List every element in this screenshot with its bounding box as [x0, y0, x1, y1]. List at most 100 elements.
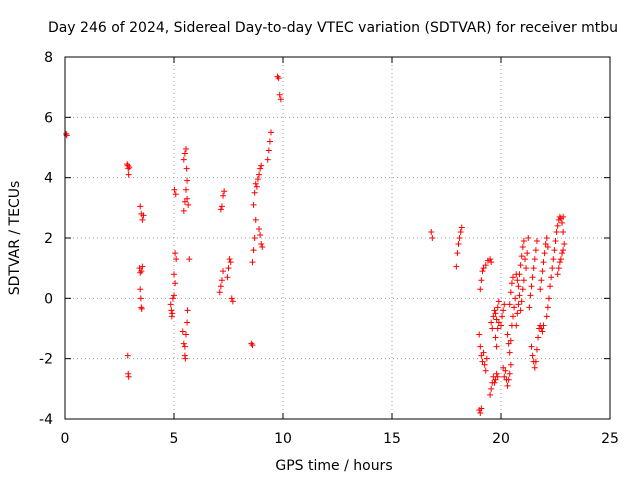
data-point: [493, 343, 500, 350]
data-point: [490, 313, 497, 320]
x-tick-label: 5: [170, 431, 179, 447]
data-point: [494, 304, 501, 311]
data-point: [476, 331, 483, 338]
y-tick-label: 0: [44, 291, 53, 307]
data-point: [530, 265, 537, 272]
data-point: [540, 322, 547, 329]
data-point: [264, 156, 271, 163]
data-point: [184, 177, 191, 184]
data-point: [181, 343, 188, 350]
data-point: [545, 295, 552, 302]
data-point: [508, 280, 515, 287]
data-point: [540, 259, 547, 266]
data-point: [504, 331, 511, 338]
data-point: [180, 207, 187, 214]
data-point: [499, 313, 506, 320]
data-point: [268, 129, 275, 136]
data-point: [493, 370, 500, 377]
data-point: [517, 307, 524, 314]
data-point: [182, 331, 189, 338]
x-tick-label: 0: [61, 431, 70, 447]
data-point: [217, 283, 224, 290]
data-point: [531, 256, 538, 263]
data-point: [184, 319, 191, 326]
data-point: [216, 289, 223, 296]
data-point: [557, 256, 564, 263]
data-point: [266, 138, 273, 145]
data-point: [539, 328, 546, 335]
data-point: [528, 283, 535, 290]
data-point: [248, 340, 255, 347]
data-point: [487, 391, 494, 398]
data-point: [532, 247, 539, 254]
data-point: [541, 250, 548, 257]
data-point: [455, 241, 462, 248]
data-point: [276, 91, 283, 98]
data-point: [220, 268, 227, 275]
data-point: [523, 265, 530, 272]
data-point: [173, 256, 180, 263]
data-point: [428, 228, 435, 235]
data-point: [548, 274, 555, 281]
data-point: [168, 307, 175, 314]
data-point: [507, 337, 514, 344]
data-point: [488, 385, 495, 392]
data-point: [544, 304, 551, 311]
data-point: [184, 307, 191, 314]
data-point: [171, 186, 178, 193]
data-point: [137, 203, 144, 210]
data-point: [229, 298, 236, 305]
data-point: [249, 259, 256, 266]
data-point: [250, 247, 257, 254]
data-point: [507, 289, 514, 296]
data-point: [220, 192, 227, 199]
data-point: [560, 213, 567, 220]
data-point: [227, 259, 234, 266]
data-point: [488, 319, 495, 326]
data-point: [478, 352, 485, 359]
data-point: [502, 367, 509, 374]
data-point: [487, 256, 494, 263]
data-point: [492, 334, 499, 341]
y-tick-label: 8: [44, 50, 53, 66]
data-point: [561, 241, 568, 248]
data-point: [257, 231, 264, 238]
data-point: [478, 405, 485, 412]
data-point: [559, 250, 566, 257]
data-point: [529, 274, 536, 281]
data-point: [528, 343, 535, 350]
data-point: [226, 256, 233, 263]
y-tick-label: -4: [39, 412, 53, 428]
data-point: [555, 265, 562, 272]
plot-frame: [64, 56, 611, 420]
data-point: [542, 241, 549, 248]
data-point: [515, 301, 522, 308]
data-point: [265, 147, 272, 154]
data-point: [520, 277, 527, 284]
data-point: [172, 191, 179, 198]
data-point: [505, 376, 512, 383]
data-point: [515, 283, 522, 290]
data-point: [511, 304, 518, 311]
data-point: [554, 222, 561, 229]
data-point: [560, 247, 567, 254]
data-point: [550, 256, 557, 263]
data-point: [492, 310, 499, 317]
data-point: [513, 322, 520, 329]
data-point: [554, 271, 561, 278]
data-point: [505, 340, 512, 347]
data-point: [124, 352, 131, 359]
y-axis-label: SDTVAR / TECUs: [7, 181, 23, 296]
x-tick-labels: 0 5 10 15 20 25: [61, 431, 619, 447]
data-point: [274, 73, 281, 80]
data-point: [252, 216, 259, 223]
data-point: [169, 310, 176, 317]
data-point: [500, 307, 507, 314]
data-point: [518, 298, 525, 305]
data-point: [477, 343, 484, 350]
chart-title: Day 246 of 2024, Sidereal Day-to-day VTE…: [48, 20, 618, 36]
data-point: [180, 156, 187, 163]
data-point: [539, 268, 546, 275]
data-point: [498, 322, 504, 329]
data-point: [494, 373, 501, 380]
